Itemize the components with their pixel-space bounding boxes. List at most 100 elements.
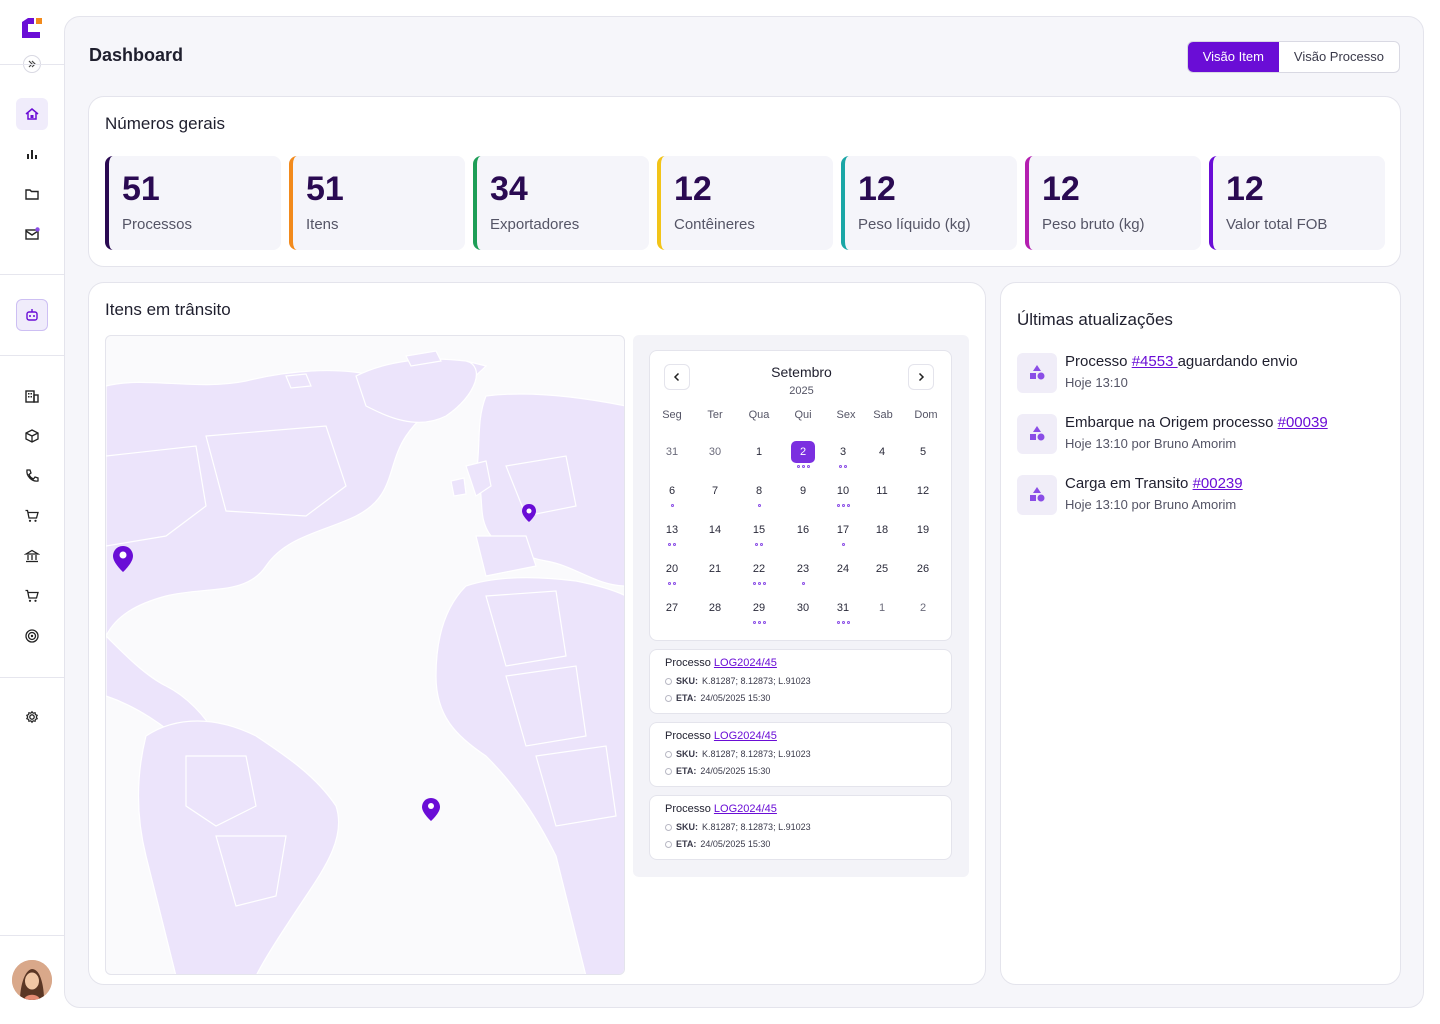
stat-valor-fob[interactable]: 12 Valor total FOB xyxy=(1209,156,1385,250)
calendar-day[interactable]: 25 xyxy=(875,563,889,575)
calendar-day[interactable]: 14 xyxy=(708,524,722,536)
process-card[interactable]: Processo LOG2024/45 SKU: K.81287; 8.12873… xyxy=(649,722,952,787)
stat-processos[interactable]: 51 Processos xyxy=(105,156,281,250)
process-card[interactable]: Processo LOG2024/45 SKU: K.81287; 8.12873… xyxy=(649,795,952,860)
map-pin-north-america[interactable] xyxy=(113,546,133,572)
calendar-day[interactable]: 19 xyxy=(916,524,930,536)
bank-icon xyxy=(24,549,40,563)
process-title: Processo LOG2024/45 xyxy=(665,730,777,742)
app-logo[interactable] xyxy=(20,16,44,40)
process-link[interactable]: LOG2024/45 xyxy=(713,730,777,742)
calendar-day[interactable]: 20 xyxy=(665,563,679,575)
shapes-icon xyxy=(1017,353,1057,393)
prev-month-button[interactable] xyxy=(664,364,690,390)
update-link[interactable]: #00239 xyxy=(1192,475,1243,492)
calendar-day[interactable]: 31 xyxy=(836,602,850,614)
calendar-day[interactable]: 1 xyxy=(755,446,763,458)
stat-label: Peso bruto (kg) xyxy=(1042,216,1145,233)
calendar-day[interactable]: 12 xyxy=(916,485,930,497)
nav-orders[interactable] xyxy=(16,580,48,612)
toggle-item-view[interactable]: Visão Item xyxy=(1187,42,1279,72)
calendar-day[interactable]: 15 xyxy=(752,524,766,536)
circle-icon xyxy=(665,750,672,758)
calendar-day[interactable]: 22 xyxy=(752,563,766,575)
nav-settings[interactable] xyxy=(16,701,48,733)
calendar-day[interactable]: 28 xyxy=(708,602,722,614)
nav-products[interactable] xyxy=(16,420,48,452)
stat-conteineres[interactable]: 12 Contêineres xyxy=(657,156,833,250)
calendar-day[interactable]: 7 xyxy=(711,485,719,497)
calendar-day[interactable]: 31 xyxy=(665,446,679,458)
calendar-day[interactable]: 9 xyxy=(799,485,807,497)
stat-value: 51 xyxy=(122,170,160,208)
nav-companies[interactable] xyxy=(16,380,48,412)
process-sku-row: SKU: K.81287; 8.12873; L.91023 xyxy=(665,676,811,686)
nav-assistant[interactable] xyxy=(16,299,48,331)
calendar-day-selected[interactable]: 2 xyxy=(791,441,815,463)
map-pin-atlantic[interactable] xyxy=(422,798,440,821)
map-pin-europe[interactable] xyxy=(522,504,536,522)
calendar-day[interactable]: 26 xyxy=(916,563,930,575)
update-item[interactable]: Carga em Transito #00239 Hoje 13:10 por … xyxy=(1017,475,1377,519)
user-avatar[interactable] xyxy=(12,960,52,1000)
update-link[interactable]: #4553 xyxy=(1131,353,1178,370)
process-card[interactable]: Processo LOG2024/45 SKU: K.81287; 8.12873… xyxy=(649,649,952,714)
calendar-day[interactable]: 30 xyxy=(708,446,722,458)
process-link[interactable]: LOG2024/45 xyxy=(713,803,777,815)
calendar-day[interactable]: 23 xyxy=(796,563,810,575)
nav-messages[interactable] xyxy=(16,218,48,250)
calendar-day[interactable]: 6 xyxy=(668,485,676,497)
world-map[interactable] xyxy=(105,335,625,975)
calendar-year: 2025 xyxy=(789,385,814,397)
nav-goals[interactable] xyxy=(16,620,48,652)
calendar-day[interactable]: 24 xyxy=(836,563,850,575)
event-dots xyxy=(793,465,813,469)
calendar-day[interactable]: 2 xyxy=(919,602,927,614)
stat-peso-liquido[interactable]: 12 Peso líquido (kg) xyxy=(841,156,1017,250)
calendar-day[interactable]: 21 xyxy=(708,563,722,575)
map-graphic xyxy=(106,350,624,974)
calendar-day[interactable]: 10 xyxy=(836,485,850,497)
stat-exportadores[interactable]: 34 Exportadores xyxy=(473,156,649,250)
stat-itens[interactable]: 51 Itens xyxy=(289,156,465,250)
nav-contacts[interactable] xyxy=(16,460,48,492)
stat-peso-bruto[interactable]: 12 Peso bruto (kg) xyxy=(1025,156,1201,250)
update-link[interactable]: #00039 xyxy=(1277,414,1328,431)
calendar-day[interactable]: 8 xyxy=(755,485,763,497)
calendar-day[interactable]: 13 xyxy=(665,524,679,536)
calendar-day[interactable]: 5 xyxy=(919,446,927,458)
nav-finance[interactable] xyxy=(16,540,48,572)
calendar-day[interactable]: 3 xyxy=(839,446,847,458)
general-numbers-card: Números gerais 51 Processos 51 Itens 34 … xyxy=(88,96,1401,267)
event-dots xyxy=(833,465,853,469)
calendar-day[interactable]: 11 xyxy=(876,485,888,497)
bar-chart-icon xyxy=(27,150,37,159)
update-item[interactable]: Processo #4553 aguardando envio Hoje 13:… xyxy=(1017,353,1377,397)
nav-purchases[interactable] xyxy=(16,500,48,532)
update-meta: Hoje 13:10 por Bruno Amorim xyxy=(1065,436,1237,451)
nav-folders[interactable] xyxy=(16,178,48,210)
stat-value: 51 xyxy=(306,170,344,208)
stat-label: Valor total FOB xyxy=(1226,216,1328,233)
event-dots xyxy=(793,582,813,586)
process-eta-row: ETA: 24/05/2025 15:30 xyxy=(665,839,770,849)
calendar-day[interactable]: 29 xyxy=(752,602,766,614)
toggle-process-view[interactable]: Visão Processo xyxy=(1293,49,1384,64)
nav-home[interactable] xyxy=(16,98,48,130)
in-transit-card: Itens em trânsito xyxy=(88,282,986,985)
next-month-button[interactable] xyxy=(908,364,934,390)
calendar-day[interactable]: 18 xyxy=(875,524,889,536)
update-item[interactable]: Embarque na Origem processo #00039 Hoje … xyxy=(1017,414,1377,458)
process-link[interactable]: LOG2024/45 xyxy=(713,657,777,669)
process-eta-row: ETA: 24/05/2025 15:30 xyxy=(665,693,770,703)
process-sku-row: SKU: K.81287; 8.12873; L.91023 xyxy=(665,749,811,759)
calendar-day[interactable]: 30 xyxy=(796,602,810,614)
update-text: Processo #4553 aguardando envio xyxy=(1065,353,1298,370)
calendar-day[interactable]: 27 xyxy=(665,602,679,614)
calendar-day[interactable]: 1 xyxy=(878,602,886,614)
calendar-day[interactable]: 16 xyxy=(796,524,810,536)
chevron-right-icon xyxy=(918,372,925,382)
calendar-day[interactable]: 4 xyxy=(878,446,886,458)
nav-reports[interactable] xyxy=(16,138,48,170)
calendar-day[interactable]: 17 xyxy=(836,524,850,536)
